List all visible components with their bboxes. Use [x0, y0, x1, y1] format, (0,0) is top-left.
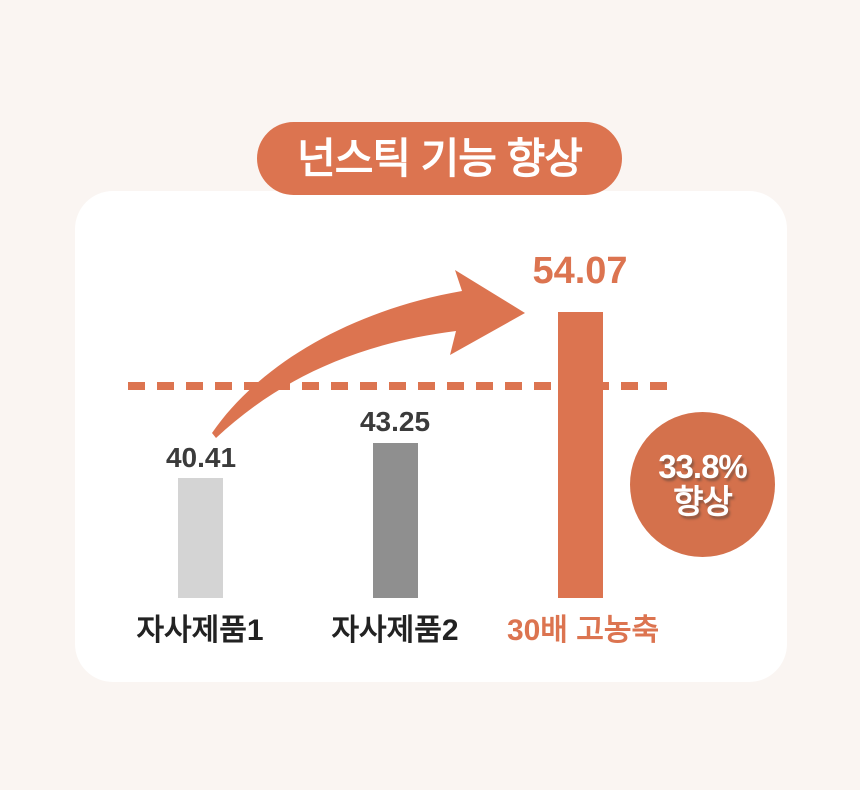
category-label-product2: 자사제품2	[331, 614, 459, 647]
value-label-product2: 43.25	[359, 406, 431, 437]
bar-product2	[373, 443, 418, 598]
improvement-badge: 33.8% 향상	[630, 412, 775, 557]
title-pill: 넌스틱 기능 향상	[257, 122, 622, 195]
category-label-concentrated: 30배 고농축	[506, 614, 660, 647]
category-label-product1: 자사제품1	[136, 614, 264, 647]
page-title: 넌스틱 기능 향상	[297, 134, 583, 182]
improvement-badge-value: 33.8%	[658, 447, 748, 485]
improvement-badge-label: 향상	[673, 482, 733, 520]
bar-product1	[178, 478, 223, 598]
bar-concentrated-highlight	[558, 312, 603, 598]
value-label-concentrated: 54.07	[532, 250, 628, 292]
value-label-product1: 40.41	[165, 442, 237, 473]
